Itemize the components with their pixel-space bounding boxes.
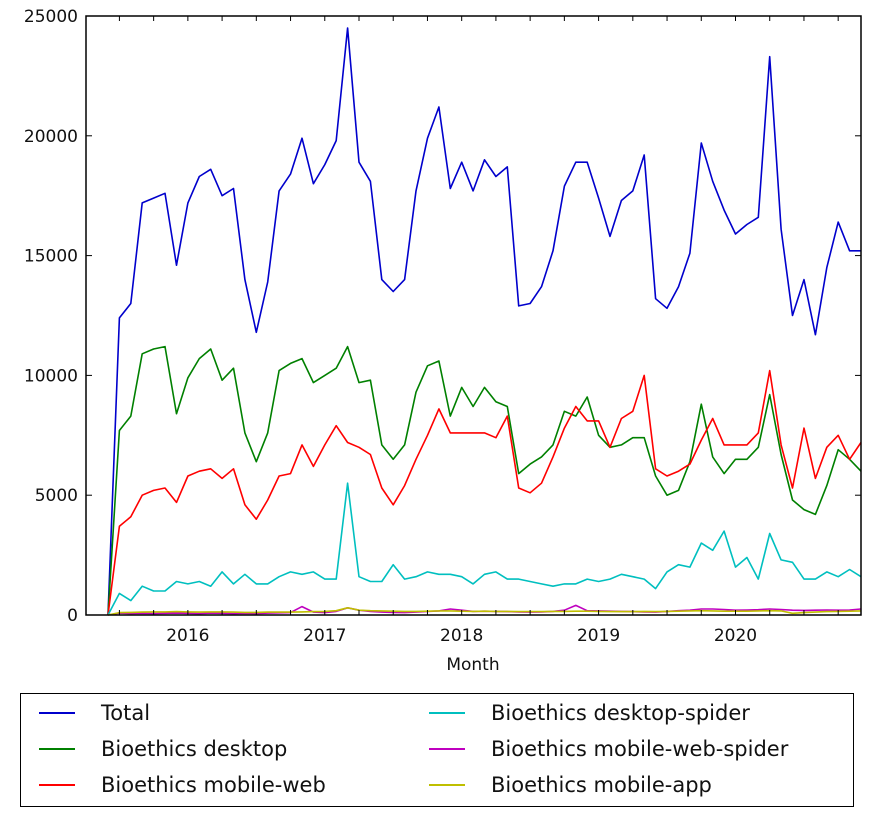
legend-label-mobile-web-spider: Bioethics mobile-web-spider [491, 737, 789, 761]
legend-swatch-mobile-app [429, 784, 465, 786]
legend-label-mobile-app: Bioethics mobile-app [491, 773, 712, 797]
x-axis: 2016 2017 2018 2019 2020 [118, 16, 839, 646]
legend-swatch-mobile-web [39, 784, 75, 786]
legend-label-mobile-web: Bioethics mobile-web [101, 773, 326, 797]
y-tick-label: 15000 [24, 247, 78, 267]
y-tick-label: 20000 [24, 127, 78, 147]
legend-item-mobile-app: Bioethics mobile-app [429, 770, 712, 800]
legend-label-total: Total [101, 701, 151, 725]
y-tick-label: 10000 [24, 366, 78, 386]
x-tick-label: 2019 [577, 626, 620, 646]
legend-item-mobile-web: Bioethics mobile-web [39, 770, 326, 800]
x-tick-label: 2016 [166, 626, 209, 646]
x-tick-label: 2020 [714, 626, 757, 646]
x-tick-label: 2017 [303, 626, 346, 646]
y-tick-label: 5000 [35, 486, 78, 506]
legend-swatch-desktop-spider [429, 712, 465, 714]
y-tick-label: 25000 [24, 7, 78, 27]
x-axis-title: Month [446, 655, 499, 675]
series-line-total [107, 27, 861, 616]
y-axis: 0 5000 10000 15000 20000 25000 [24, 7, 861, 626]
series-layer [107, 27, 862, 616]
series-line-bioethics-mobile-web [107, 369, 862, 616]
legend-item-desktop-spider: Bioethics desktop-spider [429, 698, 750, 728]
series-line-bioethics-desktop-spider [107, 482, 862, 616]
legend-swatch-total [39, 712, 75, 714]
legend-swatch-mobile-web-spider [429, 748, 465, 750]
plot-frame [85, 15, 862, 616]
series-line-bioethics-desktop [107, 345, 862, 616]
x-tick-label: 2018 [440, 626, 483, 646]
series-line-bioethics-mobile-web-spider [107, 604, 862, 616]
legend: Total Bioethics desktop Bioethics mobile… [20, 693, 854, 807]
legend-item-total: Total [39, 698, 150, 728]
legend-item-mobile-web-spider: Bioethics mobile-web-spider [429, 734, 788, 764]
y-tick-label: 0 [67, 606, 78, 626]
legend-label-desktop-spider: Bioethics desktop-spider [491, 701, 750, 725]
legend-label-desktop: Bioethics desktop [101, 737, 288, 761]
legend-item-desktop: Bioethics desktop [39, 734, 287, 764]
legend-swatch-desktop [39, 748, 75, 750]
